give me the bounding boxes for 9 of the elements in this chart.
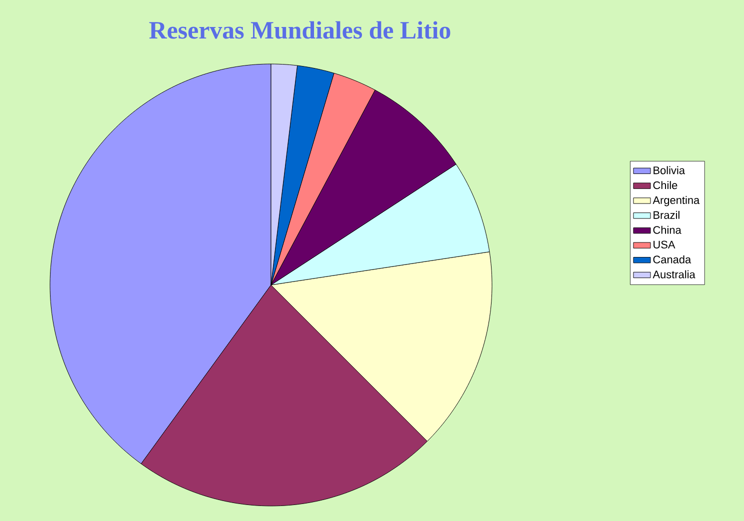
legend-label: Bolivia bbox=[654, 166, 685, 174]
legend-label: Australia bbox=[652, 270, 696, 278]
chart-title: Reservas Mundiales de Litio bbox=[149, 21, 450, 39]
legend-label: Brazil bbox=[654, 210, 680, 219]
legend-label: China bbox=[653, 226, 682, 234]
legend-label: Argentina bbox=[652, 196, 700, 206]
legend-label: USA bbox=[654, 240, 676, 248]
legend-label: Canada bbox=[653, 255, 692, 264]
legend-label: Chile bbox=[653, 181, 678, 190]
